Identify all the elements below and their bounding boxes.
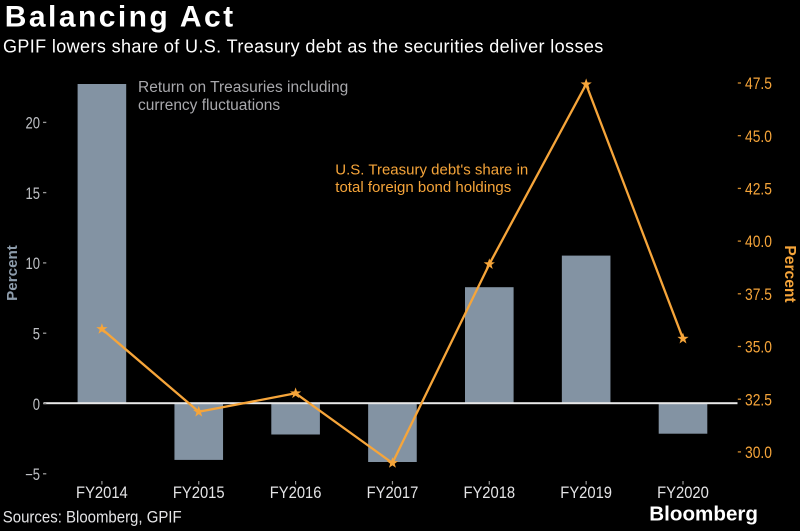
svg-text:32.5: 32.5	[745, 391, 772, 409]
svg-text:Balancing Act: Balancing Act	[5, 1, 236, 34]
svg-text:FY2020: FY2020	[657, 485, 709, 503]
svg-text:47.5: 47.5	[745, 75, 772, 93]
svg-text:currency fluctuations: currency fluctuations	[138, 97, 280, 114]
svg-text:20: 20	[25, 115, 40, 133]
svg-text:30.0: 30.0	[745, 444, 772, 462]
svg-text:U.S. Treasury debt's share in: U.S. Treasury debt's share in	[335, 162, 528, 179]
svg-text:45.0: 45.0	[745, 128, 772, 146]
svg-text:0: 0	[33, 397, 40, 415]
svg-text:−5: −5	[25, 467, 40, 485]
svg-text:FY2017: FY2017	[367, 485, 419, 503]
svg-text:Sources: Bloomberg, GPIF: Sources: Bloomberg, GPIF	[3, 509, 182, 527]
svg-text:Return on Treasuries including: Return on Treasuries including	[138, 79, 348, 96]
svg-text:Percent: Percent	[781, 245, 798, 302]
svg-text:Percent: Percent	[4, 245, 21, 301]
svg-text:40.0: 40.0	[745, 233, 772, 251]
svg-text:42.5: 42.5	[745, 180, 772, 198]
svg-text:FY2014: FY2014	[76, 485, 128, 503]
svg-text:GPIF lowers share of U.S. Trea: GPIF lowers share of U.S. Treasury debt …	[3, 37, 604, 57]
svg-text:35.0: 35.0	[745, 339, 772, 357]
svg-text:FY2015: FY2015	[173, 485, 225, 503]
svg-text:FY2018: FY2018	[463, 485, 515, 503]
svg-text:FY2019: FY2019	[560, 485, 612, 503]
svg-text:FY2016: FY2016	[270, 485, 322, 503]
svg-text:Bloomberg: Bloomberg	[649, 503, 758, 526]
svg-text:5: 5	[33, 326, 40, 344]
svg-text:total foreign bond holdings: total foreign bond holdings	[335, 179, 511, 196]
svg-text:15: 15	[25, 186, 40, 204]
svg-text:10: 10	[25, 256, 40, 274]
svg-text:37.5: 37.5	[745, 286, 772, 304]
